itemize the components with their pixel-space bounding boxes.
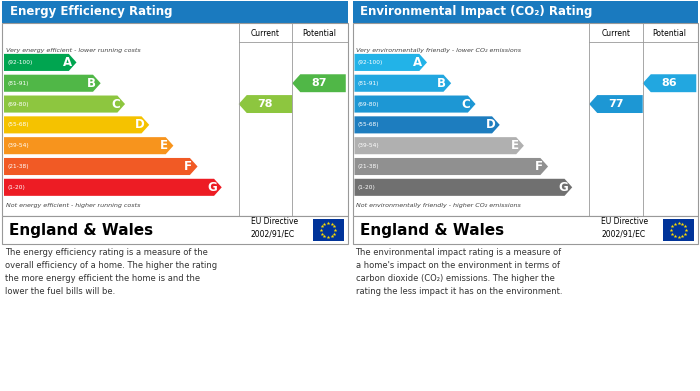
Polygon shape [354,179,572,196]
Text: G: G [558,181,568,194]
Text: Potential: Potential [652,29,687,38]
Text: C: C [462,97,470,111]
Polygon shape [589,95,643,113]
Text: (1-20): (1-20) [7,185,25,190]
Polygon shape [239,95,292,113]
Bar [663,219,694,242]
Text: Very energy efficient - lower running costs: Very energy efficient - lower running co… [6,48,141,54]
Bar [353,23,698,216]
Text: EU Directive
2002/91/EC: EU Directive 2002/91/EC [251,217,298,239]
Text: B: B [438,77,447,90]
Text: (55-68): (55-68) [358,122,379,127]
Bar [313,219,344,242]
Polygon shape [4,75,101,92]
Text: (21-38): (21-38) [7,164,29,169]
Text: Environmental Impact (CO₂) Rating: Environmental Impact (CO₂) Rating [360,5,593,18]
Polygon shape [4,117,149,133]
Text: (55-68): (55-68) [7,122,29,127]
Text: The environmental impact rating is a measure of
a home's impact on the environme: The environmental impact rating is a mea… [356,248,562,296]
Bar [2,23,347,216]
Bar [353,216,698,244]
Text: (39-54): (39-54) [7,143,29,148]
Polygon shape [292,74,346,92]
Text: E: E [510,139,519,152]
Text: (1-20): (1-20) [358,185,375,190]
Polygon shape [4,95,125,113]
Polygon shape [4,54,76,71]
Text: The energy efficiency rating is a measure of the
overall efficiency of a home. T: The energy efficiency rating is a measur… [5,248,217,296]
Text: A: A [62,56,71,69]
Text: (21-38): (21-38) [358,164,379,169]
Polygon shape [354,54,427,71]
Text: (92-100): (92-100) [358,60,383,65]
Text: Very environmentally friendly - lower CO₂ emissions: Very environmentally friendly - lower CO… [356,48,522,54]
Polygon shape [354,95,475,113]
Bar [2,216,347,244]
Text: A: A [413,56,422,69]
Polygon shape [354,75,452,92]
Text: F: F [535,160,542,173]
Text: EU Directive
2002/91/EC: EU Directive 2002/91/EC [601,217,648,239]
Bar [2,216,347,244]
Text: (69-80): (69-80) [358,102,379,107]
Text: Current: Current [251,29,280,38]
Text: England & Wales: England & Wales [360,222,503,237]
Text: England & Wales: England & Wales [9,222,153,237]
Polygon shape [354,137,524,154]
Text: (69-80): (69-80) [7,102,29,107]
Text: F: F [184,160,192,173]
Polygon shape [643,74,696,92]
Bar [353,1,698,23]
Text: B: B [87,77,96,90]
Polygon shape [4,137,174,154]
Text: C: C [111,97,120,111]
Bar [353,23,698,216]
Text: (39-54): (39-54) [358,143,379,148]
Text: Current: Current [601,29,631,38]
Text: Energy Efficiency Rating: Energy Efficiency Rating [10,5,172,18]
Polygon shape [4,179,222,196]
Text: 77: 77 [608,99,624,109]
Text: Not energy efficient - higher running costs: Not energy efficient - higher running co… [6,203,141,208]
Text: Not environmentally friendly - higher CO₂ emissions: Not environmentally friendly - higher CO… [356,203,522,208]
Bar [353,216,698,244]
Text: G: G [207,181,217,194]
Text: E: E [160,139,168,152]
Text: (81-91): (81-91) [7,81,29,86]
Text: 78: 78 [258,99,273,109]
Text: 87: 87 [312,78,327,88]
Text: 86: 86 [662,78,678,88]
Text: (81-91): (81-91) [358,81,379,86]
Text: (92-100): (92-100) [7,60,32,65]
Text: D: D [486,118,495,131]
Bar [2,23,347,216]
Polygon shape [4,158,197,175]
Polygon shape [354,158,548,175]
Polygon shape [354,117,500,133]
Bar [2,1,347,23]
Text: D: D [135,118,145,131]
Text: Potential: Potential [302,29,336,38]
